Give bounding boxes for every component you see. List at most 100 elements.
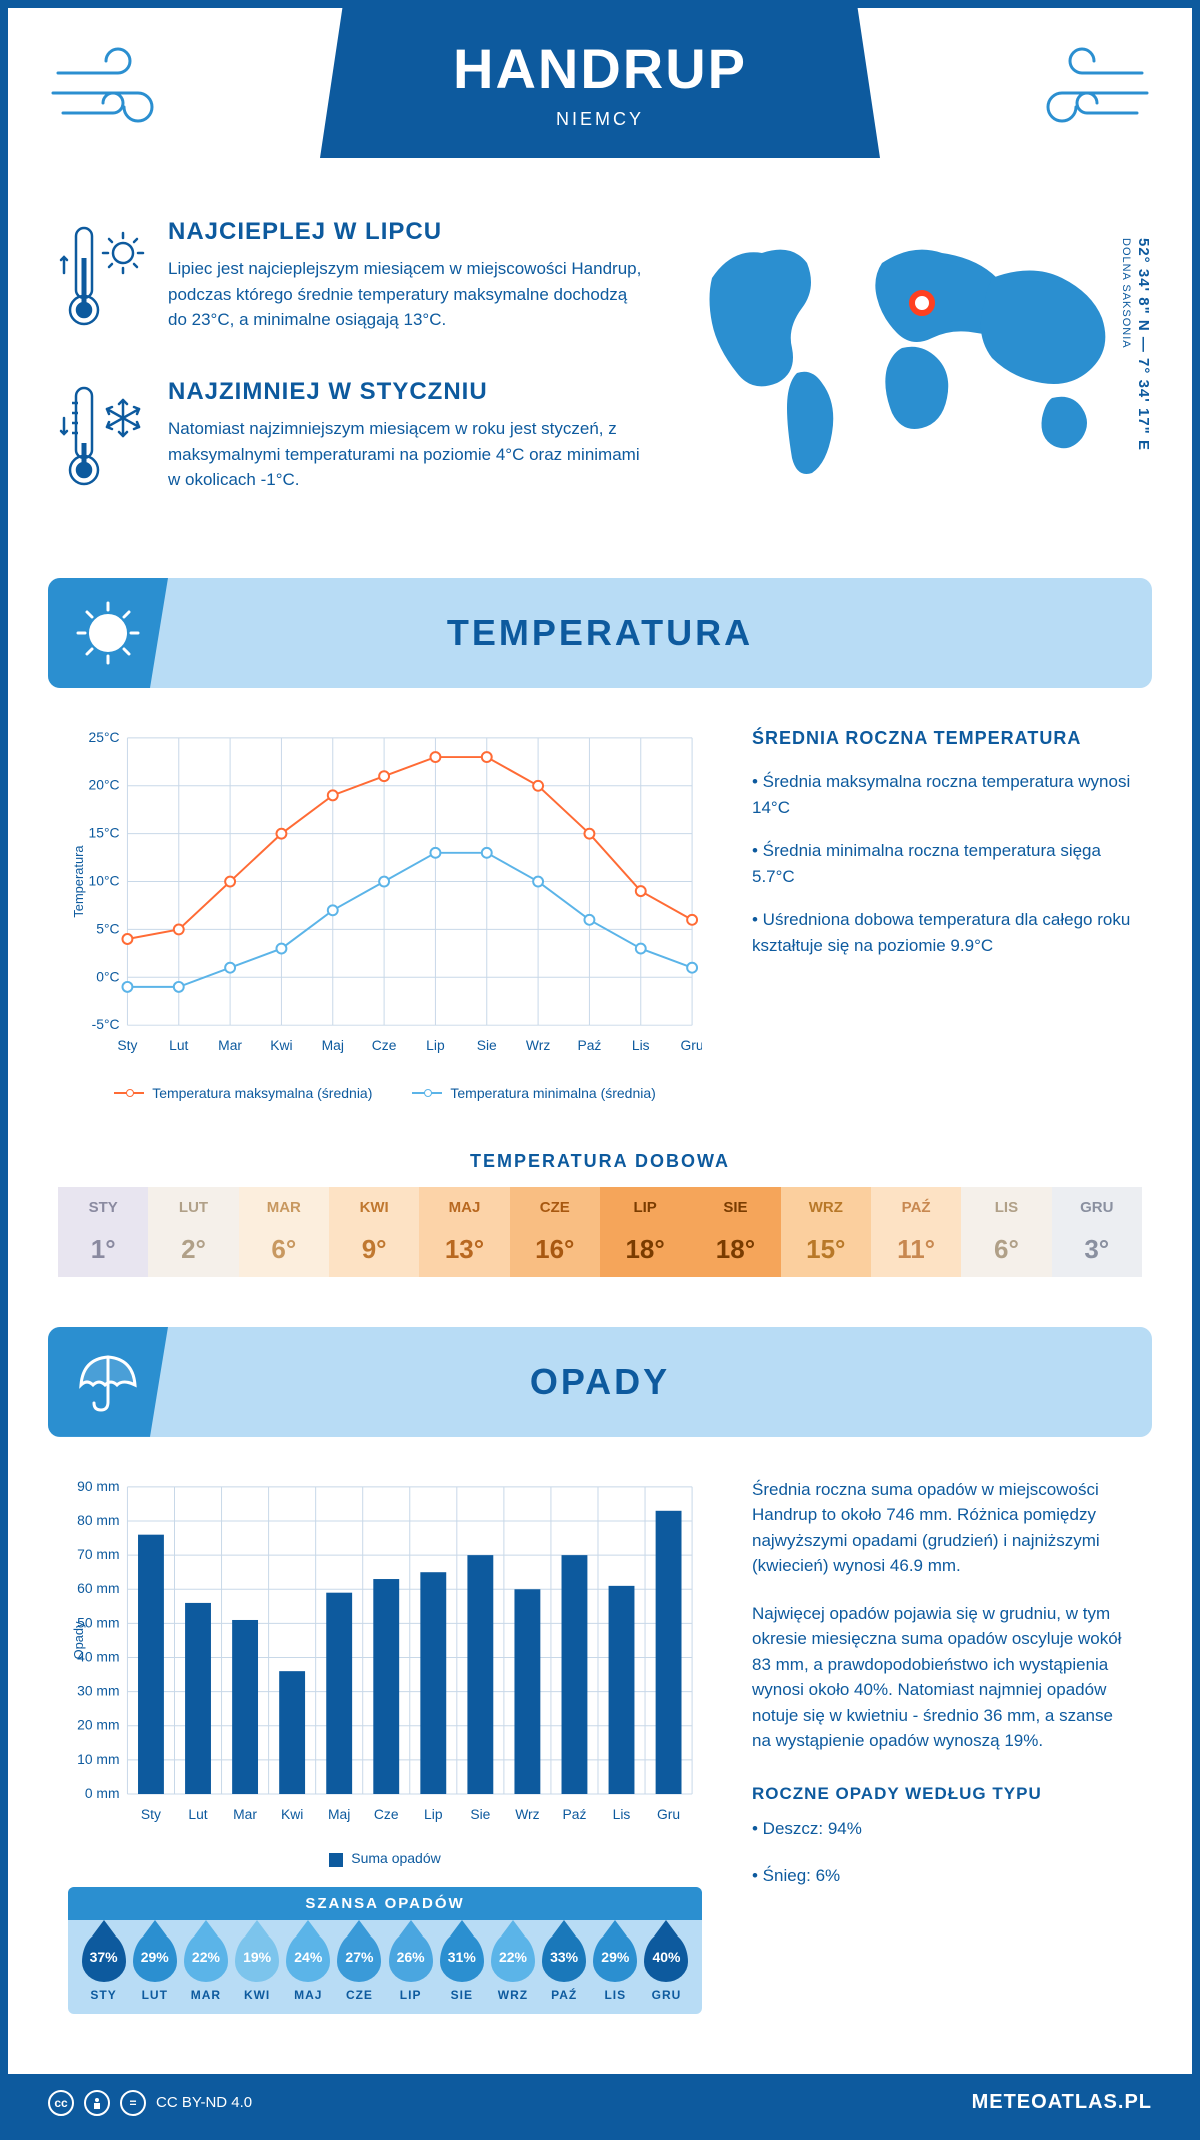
svg-text:Mar: Mar — [218, 1037, 242, 1053]
svg-text:0 mm: 0 mm — [85, 1785, 120, 1801]
chance-cell: 33%PAŹ — [539, 1932, 590, 2002]
svg-text:20 mm: 20 mm — [77, 1717, 119, 1733]
chance-title: SZANSA OPADÓW — [68, 1887, 702, 1920]
svg-text:25°C: 25°C — [89, 729, 120, 745]
precip-legend: Suma opadów — [68, 1850, 702, 1866]
coldest-text: Natomiast najzimniejszym miesiącem w rok… — [168, 416, 642, 493]
climate-summary: NAJCIEPLEJ W LIPCU Lipiec jest najcieple… — [58, 218, 642, 538]
svg-text:Maj: Maj — [322, 1037, 344, 1053]
svg-text:Lut: Lut — [188, 1806, 207, 1822]
daily-temp-cell: PAŹ11° — [871, 1187, 961, 1277]
daily-temp-cell: STY1° — [58, 1187, 148, 1277]
chance-cell: 26%LIP — [385, 1932, 436, 2002]
precip-chance-box: SZANSA OPADÓW 37%STY29%LUT22%MAR19%KWI24… — [68, 1887, 702, 2014]
region-label: DOLNA SAKSONIA — [1120, 238, 1132, 349]
daily-temp-cell: LIS6° — [961, 1187, 1051, 1277]
legend-item: Temperatura minimalna (średnia) — [412, 1085, 655, 1101]
svg-text:10°C: 10°C — [89, 873, 120, 889]
title-banner: HANDRUP NIEMCY — [320, 8, 880, 158]
license-block: cc = CC BY-ND 4.0 — [48, 2090, 252, 2116]
svg-text:Sty: Sty — [117, 1037, 137, 1053]
temperature-title: TEMPERATURA — [48, 612, 1152, 654]
precip-chart-column: 0 mm10 mm20 mm30 mm40 mm50 mm60 mm70 mm8… — [68, 1477, 702, 2014]
svg-text:Lis: Lis — [632, 1037, 650, 1053]
svg-text:Sie: Sie — [470, 1806, 490, 1822]
chance-cell: 40%GRU — [641, 1932, 692, 2002]
svg-text:Lis: Lis — [613, 1806, 631, 1822]
svg-text:Lut: Lut — [169, 1037, 188, 1053]
world-map: DOLNA SAKSONIA 52° 34' 8" N — 7° 34' 17"… — [682, 218, 1142, 538]
warmest-block: NAJCIEPLEJ W LIPCU Lipiec jest najcieple… — [58, 218, 642, 343]
header: HANDRUP NIEMCY — [8, 8, 1192, 198]
svg-text:80 mm: 80 mm — [77, 1512, 119, 1528]
precip-legend-label: Suma opadów — [351, 1850, 441, 1866]
precip-text-column: Średnia roczna suma opadów w miejscowośc… — [752, 1477, 1132, 2014]
chance-cell: 27%CZE — [334, 1932, 385, 2002]
thermometer-snow-icon — [58, 378, 148, 503]
daily-temp-table: STY1°LUT2°MAR6°KWI9°MAJ13°CZE16°LIP18°SI… — [58, 1187, 1142, 1277]
svg-text:-5°C: -5°C — [92, 1016, 120, 1032]
svg-text:0°C: 0°C — [96, 968, 119, 984]
coldest-block: NAJZIMNIEJ W STYCZNIU Natomiast najzimni… — [58, 378, 642, 503]
footer: cc = CC BY-ND 4.0 METEOATLAS.PL — [8, 2074, 1192, 2132]
site-name: METEOATLAS.PL — [972, 2091, 1152, 2114]
daily-temp-cell: WRZ15° — [781, 1187, 871, 1277]
svg-text:Gru: Gru — [657, 1806, 680, 1822]
license-text: CC BY-ND 4.0 — [156, 2094, 252, 2111]
nd-icon: = — [120, 2090, 146, 2116]
chance-cell: 37%STY — [78, 1932, 129, 2002]
chance-cell: 29%LIS — [590, 1932, 641, 2002]
daily-temp-cell: LUT2° — [148, 1187, 238, 1277]
daily-temp-cell: CZE16° — [510, 1187, 600, 1277]
svg-text:Sie: Sie — [477, 1037, 497, 1053]
precip-paragraph: Najwięcej opadów pojawia się w grudniu, … — [752, 1601, 1132, 1754]
legend-item: Temperatura maksymalna (średnia) — [114, 1085, 372, 1101]
precip-bar-chart: 0 mm10 mm20 mm30 mm40 mm50 mm60 mm70 mm8… — [68, 1477, 702, 1834]
temp-stat-bullet: • Średnia minimalna roczna temperatura s… — [752, 838, 1132, 889]
chance-cell: 22%WRZ — [487, 1932, 538, 2002]
page: HANDRUP NIEMCY NAJCIEPLEJ W LIPCU Lipiec… — [0, 0, 1200, 2140]
svg-text:Temperatura: Temperatura — [71, 845, 86, 918]
svg-text:Paź: Paź — [577, 1037, 601, 1053]
temperature-chart: -5°C 0°C 5°C 10°C 15°C 20°C 25°C Sty Lut Mar Kwi Ma… — [68, 728, 702, 1101]
svg-text:Opady: Opady — [71, 1621, 86, 1659]
chance-cell: 22%MAR — [180, 1932, 231, 2002]
precip-type-bullet: • Śnieg: 6% — [752, 1863, 1132, 1889]
svg-text:Gru: Gru — [681, 1037, 702, 1053]
precip-type-title: ROCZNE OPADY WEDŁUG TYPU — [752, 1784, 1132, 1804]
warmest-title: NAJCIEPLEJ W LIPCU — [168, 218, 642, 246]
temperature-row: -5°C 0°C 5°C 10°C 15°C 20°C 25°C Sty Lut Mar Kwi Ma… — [8, 688, 1192, 1131]
svg-text:10 mm: 10 mm — [77, 1751, 119, 1767]
daily-temp-cell: MAR6° — [239, 1187, 329, 1277]
daily-temp-cell: LIP18° — [600, 1187, 690, 1277]
temp-stat-bullet: • Średnia maksymalna roczna temperatura … — [752, 769, 1132, 820]
country-subtitle: NIEMCY — [556, 109, 644, 130]
svg-text:Kwi: Kwi — [270, 1037, 292, 1053]
sun-icon — [48, 578, 168, 688]
temp-stat-bullet: • Uśredniona dobowa temperatura dla całe… — [752, 907, 1132, 958]
umbrella-icon — [48, 1327, 168, 1437]
svg-text:Sty: Sty — [141, 1806, 161, 1822]
daily-temp-cell: GRU3° — [1052, 1187, 1142, 1277]
warmest-text: Lipiec jest najcieplejszym miesiącem w m… — [168, 256, 642, 333]
svg-text:Maj: Maj — [328, 1806, 350, 1822]
svg-text:5°C: 5°C — [96, 920, 119, 936]
thermometer-sun-icon — [58, 218, 148, 343]
chance-row: 37%STY29%LUT22%MAR19%KWI24%MAJ27%CZE26%L… — [68, 1920, 702, 2002]
precip-title: OPADY — [48, 1361, 1152, 1403]
chance-cell: 19%KWI — [232, 1932, 283, 2002]
svg-text:20°C: 20°C — [89, 777, 120, 793]
temperature-legend: Temperatura maksymalna (średnia) Temperat… — [68, 1085, 702, 1101]
chance-cell: 29%LUT — [129, 1932, 180, 2002]
info-row: NAJCIEPLEJ W LIPCU Lipiec jest najcieple… — [8, 198, 1192, 578]
by-icon — [84, 2090, 110, 2116]
svg-text:30 mm: 30 mm — [77, 1682, 119, 1698]
chance-cell: 24%MAJ — [283, 1932, 334, 2002]
wind-icon — [1012, 43, 1152, 148]
daily-temp-title: TEMPERATURA DOBOWA — [8, 1151, 1192, 1172]
wind-icon — [48, 43, 188, 148]
svg-text:90 mm: 90 mm — [77, 1478, 119, 1494]
svg-text:15°C: 15°C — [89, 825, 120, 841]
svg-text:70 mm: 70 mm — [77, 1546, 119, 1562]
svg-text:Lip: Lip — [424, 1806, 443, 1822]
